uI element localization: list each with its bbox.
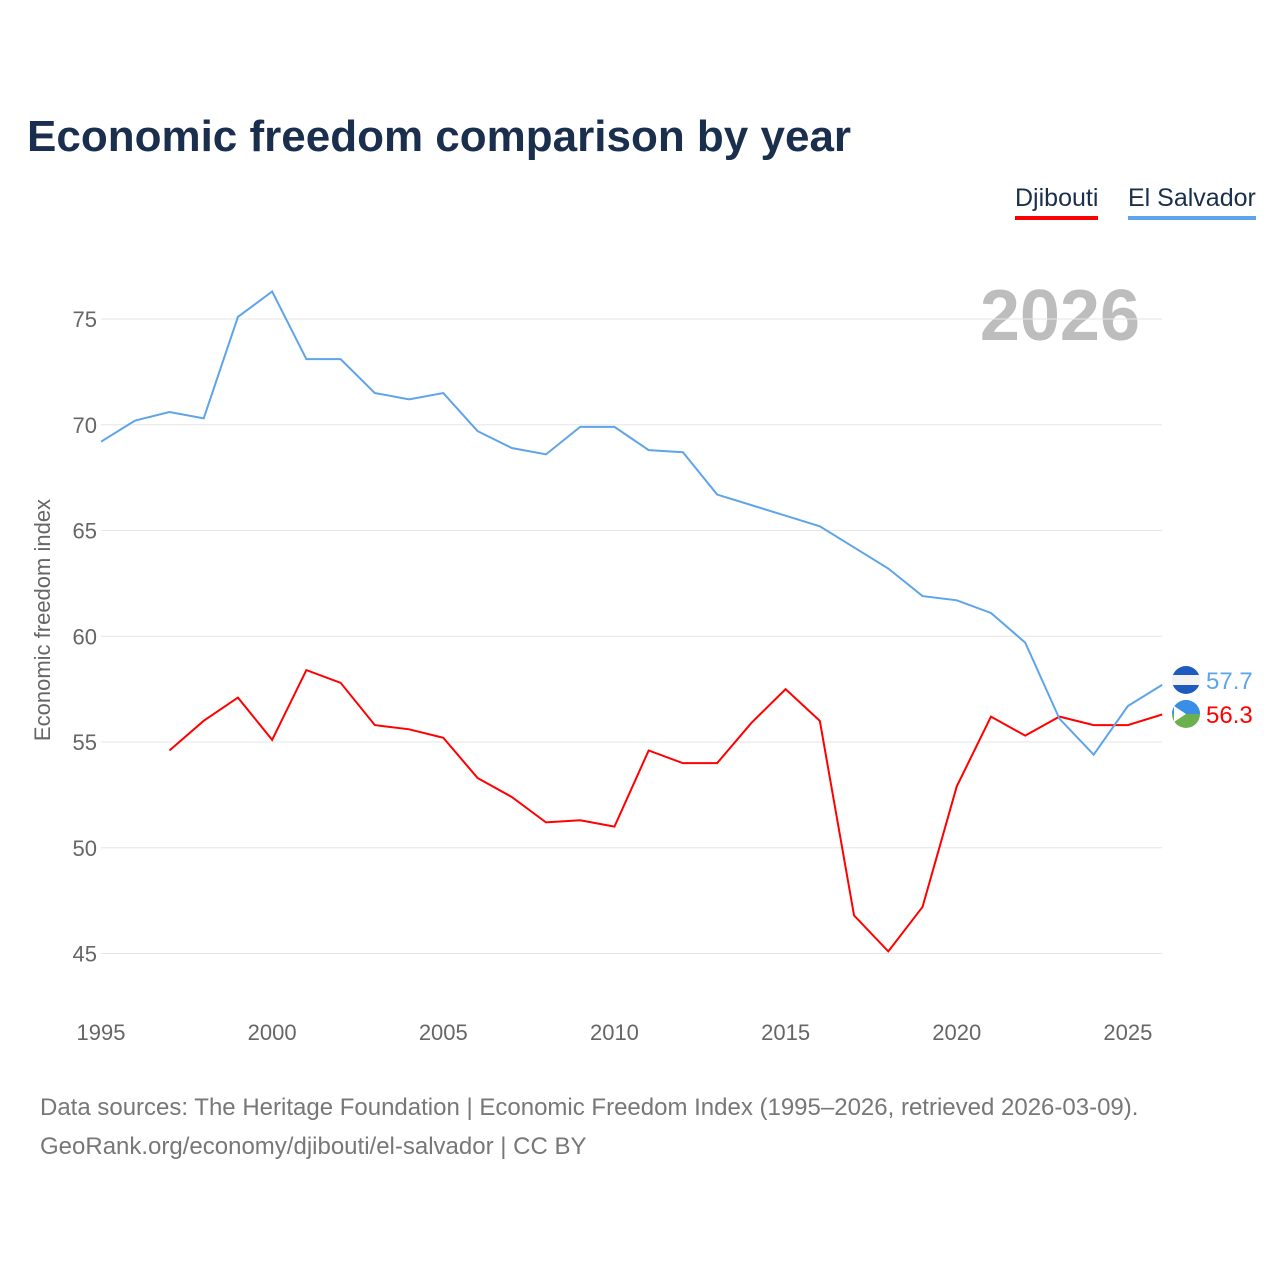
legend-djibouti[interactable]: Djibouti — [1015, 184, 1099, 220]
x-tick-label: 2005 — [419, 1020, 468, 1045]
end-value-label: 57.7 — [1206, 668, 1253, 695]
year-watermark: 2026 — [980, 276, 1140, 356]
x-tick-label: 2025 — [1103, 1020, 1152, 1045]
legend-el-salvador[interactable]: El Salvador — [1128, 184, 1256, 220]
y-tick-label: 75 — [73, 307, 97, 332]
y-tick-label: 60 — [73, 624, 97, 649]
y-axis-label: Economic freedom index — [30, 499, 55, 741]
series-line-djibouti — [168, 668, 1163, 953]
flag-stripe — [1172, 675, 1200, 685]
y-tick-label: 70 — [73, 413, 97, 438]
y-tick-label: 55 — [73, 730, 97, 755]
x-tick-label: 2000 — [248, 1020, 297, 1045]
x-tick-label: 2020 — [932, 1020, 981, 1045]
source-note: Data sources: The Heritage Foundation | … — [40, 1088, 1138, 1166]
x-tick-label: 2010 — [590, 1020, 639, 1045]
x-tick-label: 1995 — [77, 1020, 126, 1045]
chart-title: Economic freedom comparison by year — [27, 112, 852, 161]
y-tick-label: 65 — [73, 519, 97, 544]
x-tick-label: 2015 — [761, 1020, 810, 1045]
flag-triangle — [1174, 706, 1186, 722]
y-tick-label: 45 — [73, 942, 97, 967]
source-line-1: Data sources: The Heritage Foundation | … — [40, 1094, 1139, 1121]
source-line-2: GeoRank.org/economy/djibouti/el-salvador… — [40, 1133, 587, 1160]
y-tick-label: 50 — [73, 836, 97, 861]
series-line-el-salvador — [100, 289, 1163, 757]
end-value-label: 56.3 — [1206, 702, 1253, 729]
